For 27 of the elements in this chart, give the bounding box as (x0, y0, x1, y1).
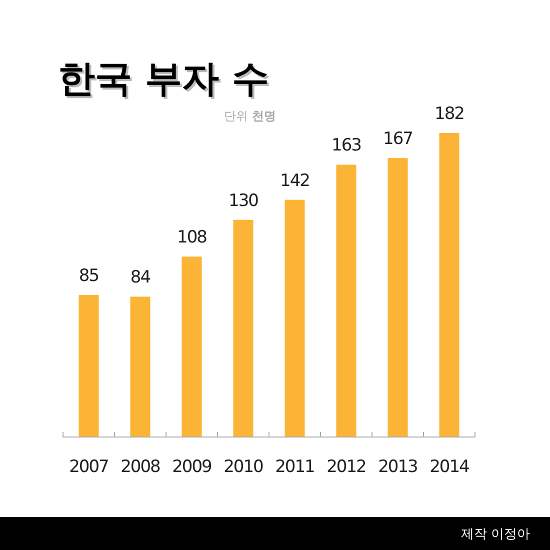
data-label: 84 (130, 268, 150, 288)
x-tick-label: 2010 (224, 457, 264, 477)
chart-subtitle: 단위 천명 (224, 109, 276, 123)
data-label: 130 (228, 190, 258, 211)
data-label: 142 (280, 170, 310, 191)
bar (336, 164, 356, 437)
x-tick-label: 2012 (326, 457, 366, 477)
x-tick-label: 2013 (378, 457, 418, 477)
data-label: 85 (78, 266, 99, 286)
x-tick-label: 2008 (120, 457, 160, 477)
bar (182, 256, 202, 437)
bar (233, 220, 254, 437)
x-tick-label: 2011 (275, 457, 315, 477)
data-label: 163 (332, 136, 362, 156)
bar (388, 158, 408, 437)
bar (284, 200, 305, 437)
data-label: 182 (434, 104, 464, 124)
bar (439, 133, 460, 437)
chart-title: 한국 부자 수 (60, 59, 271, 102)
x-tick-label: 2014 (430, 457, 470, 477)
data-label: 108 (177, 228, 207, 248)
bar (78, 295, 99, 437)
x-tick-label: 2007 (69, 457, 109, 477)
x-tick-label: 2009 (172, 457, 212, 477)
bar (130, 296, 150, 437)
text: 제작 이정아 (460, 527, 530, 542)
data-label: 167 (383, 129, 413, 150)
